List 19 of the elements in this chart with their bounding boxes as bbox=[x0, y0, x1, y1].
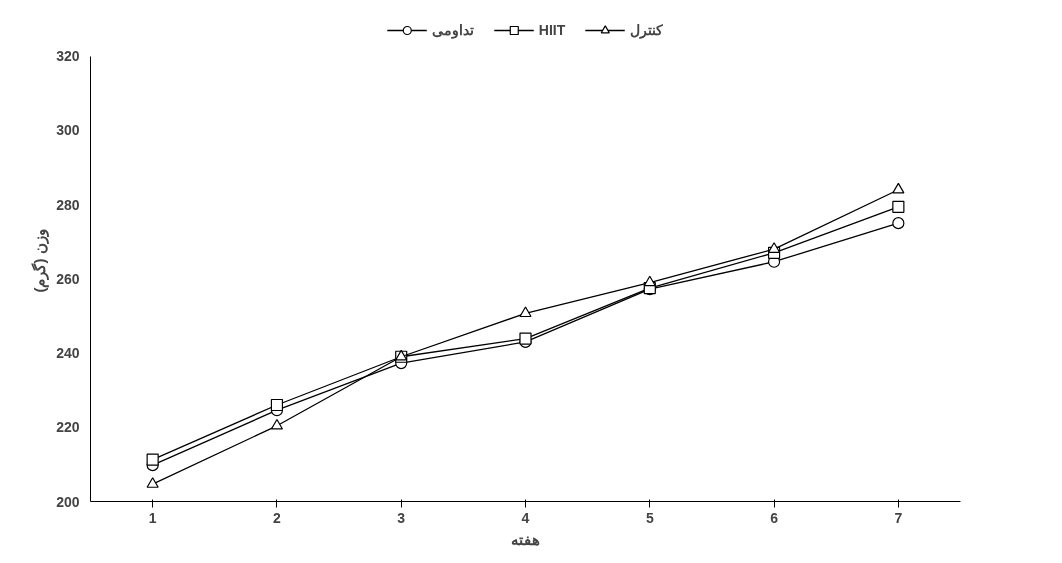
x-axis-title: هفته bbox=[511, 530, 540, 548]
y-tick-label: 320 bbox=[56, 48, 80, 65]
x-tick-label: 1 bbox=[148, 509, 157, 526]
y-tick-label: 260 bbox=[56, 270, 80, 287]
y-tick-label: 240 bbox=[56, 345, 80, 362]
legend-label: HIIT bbox=[538, 22, 566, 38]
y-tick-label: 220 bbox=[56, 419, 80, 436]
y-axis-title: وزن (گرم) bbox=[31, 229, 50, 293]
y-tick-label: 200 bbox=[56, 493, 80, 510]
x-tick-label: 3 bbox=[397, 509, 406, 526]
legend-label: کنترل bbox=[630, 22, 664, 38]
x-tick-label: 6 bbox=[770, 509, 779, 526]
x-tick-label: 7 bbox=[894, 509, 903, 526]
x-tick-label: 4 bbox=[521, 509, 530, 526]
legend-label: تداومی bbox=[431, 22, 474, 38]
x-tick-label: 5 bbox=[645, 509, 654, 526]
y-tick-label: 280 bbox=[56, 196, 80, 213]
x-tick-label: 2 bbox=[273, 509, 282, 526]
y-tick-label: 300 bbox=[56, 122, 80, 139]
